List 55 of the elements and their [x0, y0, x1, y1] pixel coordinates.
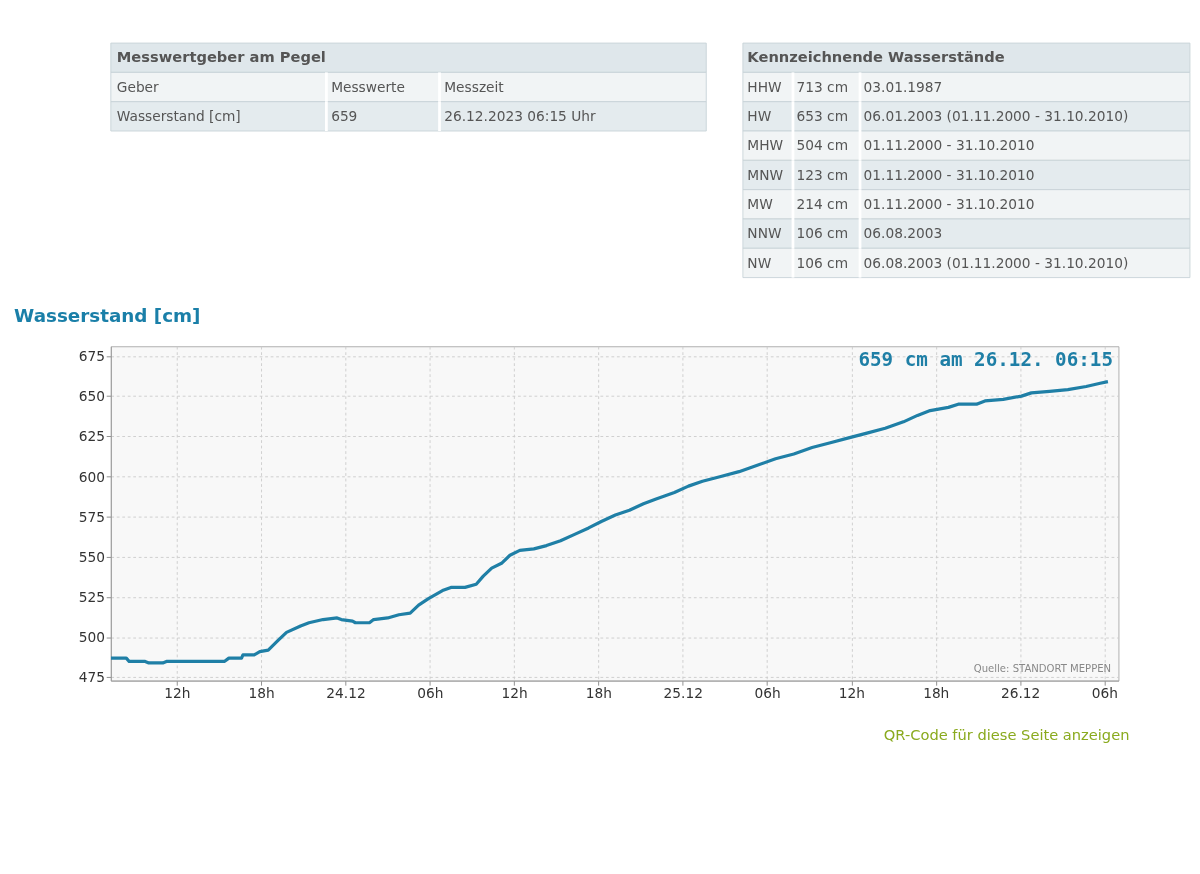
x-tick-label: 18h [585, 685, 613, 702]
text: 214 cm [796, 195, 849, 212]
x-tick-label: 24.12 [326, 685, 366, 702]
text: 659 [331, 107, 358, 124]
y-tick-label: 650 [78, 388, 105, 405]
text: 504 cm [796, 137, 849, 154]
text: Wasserstand [cm] [116, 107, 241, 124]
text: 01.11.2000 - 31.10.2010 [863, 166, 1035, 183]
text: MW [747, 195, 774, 212]
text: 01.11.2000 - 31.10.2010 [863, 137, 1035, 154]
x-tick-label: 26.12 [1000, 685, 1041, 702]
text: Geber [116, 78, 160, 95]
text: Kennzeichnende Wasserstände [747, 48, 1005, 66]
text: Messzeit [444, 78, 505, 95]
x-tick-label: 18h [923, 685, 950, 702]
y-tick-label: 500 [78, 629, 105, 646]
y-tick-label: 675 [78, 347, 105, 364]
text: HW [747, 107, 772, 124]
x-tick-label: 18h [248, 685, 275, 702]
annotation: 659 cm am 26.12. 06:15 [858, 348, 1113, 372]
text: 06.08.2003 (01.11.2000 - 31.10.2010) [863, 254, 1129, 271]
text: 713 cm [796, 78, 849, 95]
line-series [110, 380, 1110, 665]
y-tick-label: 575 [78, 508, 105, 525]
y-tick-label: 625 [78, 428, 105, 445]
text: 123 cm [796, 166, 849, 183]
text: 26.12.2023 06:15 Uhr [444, 107, 596, 124]
y-tick-label: 525 [78, 589, 105, 606]
y-tick-label: 475 [78, 669, 105, 686]
text: 06.01.2003 (01.11.2000 - 31.10.2010) [863, 107, 1129, 124]
text: 03.01.1987 [863, 78, 943, 95]
y-tick-label: 550 [78, 548, 105, 565]
chart-title: Wasserstand [cm] [14, 305, 201, 327]
x-tick-label: 12h [838, 685, 866, 702]
text: NW [747, 254, 772, 271]
text: QR-Code für diese Seite anzeigen [883, 726, 1130, 744]
text: Messwertgeber am Pegel [116, 48, 326, 66]
text: 06.08.2003 [863, 225, 943, 242]
text: NNW [747, 225, 782, 242]
y-tick-label: 600 [78, 468, 105, 485]
text: 106 cm [796, 254, 849, 271]
x-tick-label: 25.12 [663, 685, 703, 702]
text: 653 cm [796, 107, 849, 124]
text: MHW [747, 137, 784, 154]
x-tick-label: 06h [417, 685, 444, 702]
text: Messwerte [331, 78, 405, 95]
text: HHW [747, 78, 783, 95]
text: 01.11.2000 - 31.10.2010 [863, 195, 1035, 212]
text: MNW [747, 166, 784, 183]
x-tick-label: 12h [501, 685, 528, 702]
annotation: Quelle: STANDORT MEPPEN [973, 663, 1112, 675]
x-tick-label: 12h [164, 685, 191, 702]
x-tick-label: 06h [1091, 685, 1118, 702]
text: 106 cm [796, 225, 849, 242]
x-tick-label: 06h [754, 685, 781, 702]
